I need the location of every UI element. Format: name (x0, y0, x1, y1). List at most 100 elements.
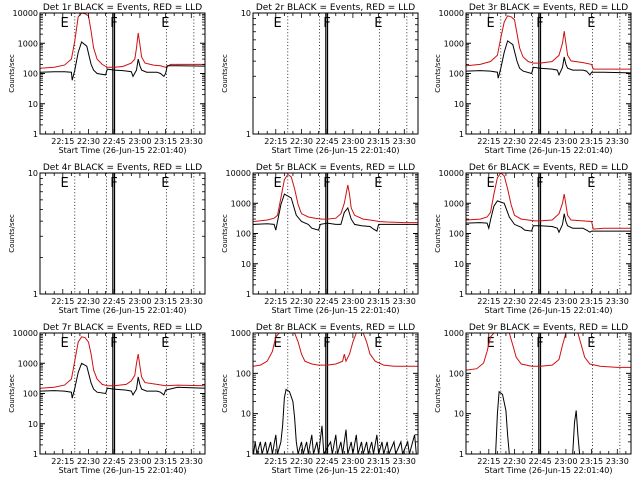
panel-title: Det 8r BLACK = Events, RED = LLD (256, 323, 415, 333)
x-tick-label: 22:15 (264, 457, 287, 466)
x-tick-label: 23:30 (393, 297, 416, 306)
y-tick-label: 100 (236, 230, 251, 239)
x-axis-label: Start Time (26-Jun-15 22:01:40) (59, 466, 187, 475)
y-tick-label: 1 (246, 290, 251, 299)
x-tick-label: 22:30 (290, 457, 313, 466)
x-tick-label: 23:15 (154, 297, 177, 306)
x-tick-label: 23:15 (580, 137, 603, 146)
x-tick-label: 23:15 (367, 137, 390, 146)
event-marker-label: E (274, 336, 282, 351)
series-line-events (466, 40, 631, 79)
y-tick-label: 10000 (13, 329, 38, 338)
y-axis-label: Counts/sec (221, 54, 229, 93)
y-tick-label: 10 (28, 169, 38, 178)
event-marker-label: E (61, 176, 69, 191)
x-tick-label: 22:15 (264, 137, 287, 146)
y-axis-label: Counts/sec (221, 214, 229, 253)
panel-1: Det 1r BLACK = Events, RED = LLD E F E 1 10 10… (8, 3, 206, 155)
event-marker-label: E (587, 336, 595, 351)
x-tick-label: 23:30 (180, 297, 203, 306)
panel-8: Det 8r BLACK = Events, RED = LLD E F E 1 10 10… (221, 323, 419, 475)
y-tick-label: 1000 (18, 39, 38, 48)
series-line-lld (253, 173, 418, 224)
panel-title: Det 2r BLACK = Events, RED = LLD (256, 3, 415, 13)
x-tick-label: 22:30 (77, 137, 100, 146)
x-tick-label: 22:15 (51, 457, 74, 466)
x-tick-label: 23:30 (180, 137, 203, 146)
series-line-lld (40, 336, 205, 389)
x-tick-label: 22:15 (264, 297, 287, 306)
panel-title: Det 7r BLACK = Events, RED = LLD (43, 323, 202, 333)
event-marker-label: E (587, 176, 595, 191)
x-tick-label: 23:00 (128, 137, 151, 146)
panel-title: Det 5r BLACK = Events, RED = LLD (256, 163, 415, 173)
event-marker-label: E (487, 16, 495, 31)
panel-title: Det 1r BLACK = Events, RED = LLD (43, 3, 202, 13)
y-tick-label: 10 (241, 9, 251, 18)
y-tick-label: 1 (33, 290, 38, 299)
y-tick-label: 1000 (444, 199, 464, 208)
panel-7: Det 7r BLACK = Events, RED = LLD E F E 1 10 10… (8, 323, 206, 475)
x-tick-label: 23:30 (393, 457, 416, 466)
event-marker-label: E (274, 176, 282, 191)
panel-title: Det 3r BLACK = Events, RED = LLD (469, 3, 628, 13)
x-tick-label: 23:00 (128, 457, 151, 466)
y-axis-label: Counts/sec (8, 214, 16, 253)
x-axis-label: Start Time (26-Jun-15 22:01:40) (272, 466, 400, 475)
x-tick-label: 23:00 (554, 297, 577, 306)
y-tick-label: 10 (28, 100, 38, 109)
series-line-lld (466, 173, 631, 230)
y-tick-label: 1000 (231, 329, 251, 338)
x-tick-label: 22:45 (103, 297, 126, 306)
y-axis-label: Counts/sec (434, 214, 442, 253)
x-tick-label: 23:30 (606, 457, 629, 466)
x-tick-label: 22:15 (51, 137, 74, 146)
panel-title: Det 6r BLACK = Events, RED = LLD (469, 163, 628, 173)
x-tick-label: 22:30 (503, 457, 526, 466)
x-axis-label: Start Time (26-Jun-15 22:01:40) (272, 146, 400, 155)
event-marker-label: F (536, 16, 543, 31)
event-marker-label: E (161, 336, 169, 351)
x-tick-label: 22:45 (316, 457, 339, 466)
y-tick-label: 1 (459, 290, 464, 299)
event-marker-label: E (487, 176, 495, 191)
y-tick-label: 10000 (439, 9, 464, 18)
series-line-events (466, 200, 631, 234)
x-tick-label: 23:30 (606, 137, 629, 146)
series-line-events (253, 193, 418, 232)
series-line-lld (466, 15, 631, 70)
x-tick-label: 23:00 (341, 297, 364, 306)
y-tick-label: 1 (459, 130, 464, 139)
y-tick-label: 1 (246, 130, 251, 139)
y-tick-label: 100 (449, 70, 464, 79)
series-line-events (40, 41, 205, 81)
x-axis-label: Start Time (26-Jun-15 22:01:40) (59, 146, 187, 155)
y-tick-label: 100 (449, 230, 464, 239)
x-tick-label: 23:15 (367, 457, 390, 466)
series-line-lld (253, 333, 418, 367)
y-tick-label: 1000 (231, 199, 251, 208)
x-axis-label: Start Time (26-Jun-15 22:01:40) (272, 306, 400, 315)
panel-9: Det 9r BLACK = Events, RED = LLD E F E 1 10 10… (434, 323, 632, 475)
y-tick-label: 100 (236, 369, 251, 378)
event-marker-label: F (110, 176, 117, 191)
x-tick-label: 22:30 (77, 297, 100, 306)
event-marker-label: E (374, 336, 382, 351)
panel-3: Det 3r BLACK = Events, RED = LLD E F E 1 10 10… (434, 3, 632, 155)
y-tick-label: 100 (23, 390, 38, 399)
y-tick-label: 1000 (444, 329, 464, 338)
event-marker-label: F (110, 16, 117, 31)
y-tick-label: 1 (459, 450, 464, 459)
panel-6: Det 6r BLACK = Events, RED = LLD E F E 1 10 10… (434, 163, 632, 315)
y-tick-label: 10 (241, 260, 251, 269)
x-tick-label: 23:00 (128, 297, 151, 306)
x-tick-label: 22:15 (477, 137, 500, 146)
y-tick-label: 10 (454, 100, 464, 109)
panel-2: Det 2r BLACK = Events, RED = LLD E F E 1 10 22… (221, 3, 419, 155)
x-tick-label: 22:15 (477, 457, 500, 466)
x-tick-label: 22:30 (503, 297, 526, 306)
x-tick-label: 23:30 (393, 137, 416, 146)
series-line-events (495, 390, 510, 454)
y-tick-label: 10 (28, 420, 38, 429)
y-tick-label: 10000 (226, 169, 251, 178)
